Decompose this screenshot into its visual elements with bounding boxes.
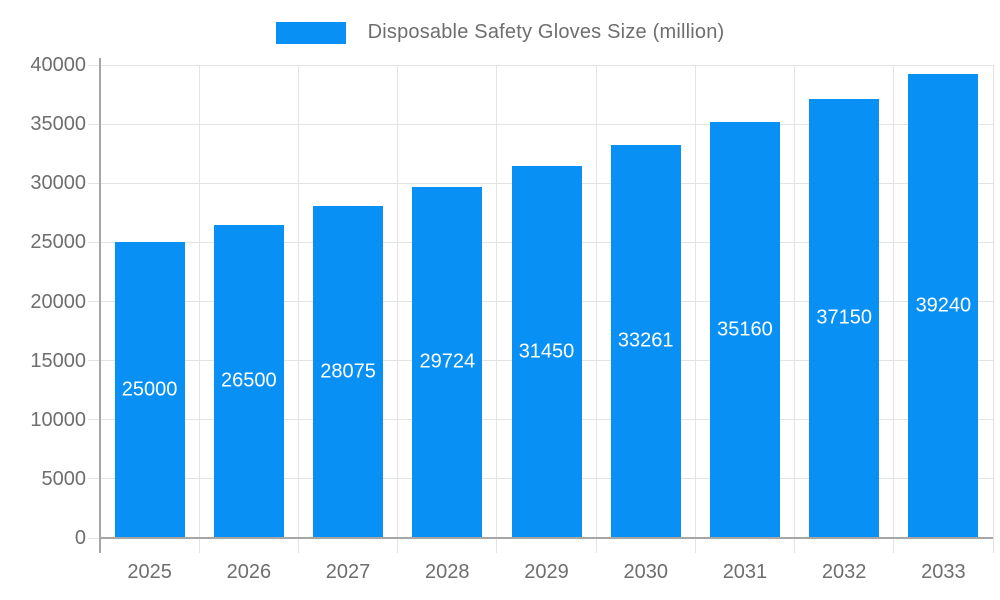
y-tick: [88, 123, 100, 125]
bar-2026: [213, 224, 284, 538]
x-gridline: [595, 65, 597, 538]
x-axis-label: 2029: [524, 561, 569, 583]
x-gridline: [694, 65, 696, 538]
y-tick: [88, 241, 100, 243]
x-tick: [992, 538, 994, 553]
x-tick: [198, 538, 200, 553]
x-axis-label: 2025: [127, 561, 172, 583]
bar-value-label: 25000: [121, 378, 178, 401]
x-gridline: [397, 65, 399, 538]
x-tick: [595, 538, 597, 553]
bar-value-label: 26500: [221, 369, 277, 392]
y-axis-label: 25000: [30, 231, 86, 254]
y-axis-label: 20000: [30, 290, 86, 313]
x-gridline: [297, 65, 299, 538]
bar-value-label: 39240: [915, 294, 972, 317]
y-tick: [88, 478, 100, 480]
x-axis-label: 2030: [623, 561, 668, 583]
bar-2025: [114, 242, 185, 538]
y-axis-label: 0: [74, 527, 86, 549]
y-axis-label: 10000: [30, 408, 86, 431]
x-axis-label: 2027: [325, 561, 371, 583]
y-axis-label: 30000: [30, 172, 86, 195]
bar-value-label: 35160: [717, 318, 773, 341]
x-gridline: [496, 65, 498, 538]
x-tick: [694, 538, 696, 553]
bar-2030: [610, 144, 681, 538]
y-gridline: [100, 123, 993, 125]
bar-value-label: 37150: [816, 306, 872, 329]
bar-2027: [313, 206, 384, 538]
y-gridline: [100, 64, 993, 66]
y-tick: [88, 64, 100, 66]
bar-value-label: 29724: [419, 350, 476, 373]
x-tick: [297, 538, 299, 553]
x-axis-label: 2033: [921, 561, 966, 583]
y-tick: [88, 419, 100, 421]
x-axis-label: 2028: [425, 561, 470, 583]
x-tick: [893, 538, 895, 553]
x-axis-line: [100, 537, 993, 539]
x-gridline: [992, 65, 994, 538]
y-tick: [88, 360, 100, 362]
x-axis-label: 2026: [226, 561, 272, 583]
bar-2031: [709, 122, 780, 538]
bar-2028: [412, 186, 483, 538]
y-tick: [88, 182, 100, 184]
bar-value-label: 28075: [320, 360, 376, 383]
x-tick: [496, 538, 498, 553]
x-tick: [794, 538, 796, 553]
legend-swatch: [275, 21, 346, 44]
y-axis-label: 15000: [30, 349, 86, 372]
bar-value-label: 31450: [518, 340, 575, 363]
x-tick: [397, 538, 399, 553]
y-axis-label: 35000: [30, 113, 86, 136]
bar-value-label: 33261: [617, 329, 674, 352]
legend: Disposable Safety Gloves Size (million): [0, 21, 1000, 44]
y-axis-label: 40000: [30, 54, 86, 76]
y-axis-label: 5000: [41, 467, 87, 490]
x-gridline: [794, 65, 796, 538]
y-tick: [88, 537, 100, 539]
x-gridline: [893, 65, 895, 538]
bar-2033: [908, 73, 979, 538]
bar-2032: [809, 98, 880, 538]
legend-title: Disposable Safety Gloves Size (million): [367, 21, 725, 43]
x-gridline: [198, 65, 200, 538]
x-axis-label: 2032: [821, 561, 867, 583]
bar-2029: [511, 166, 582, 538]
y-axis-line: [99, 58, 101, 553]
y-tick: [88, 301, 100, 302]
x-axis-label: 2031: [722, 561, 768, 583]
